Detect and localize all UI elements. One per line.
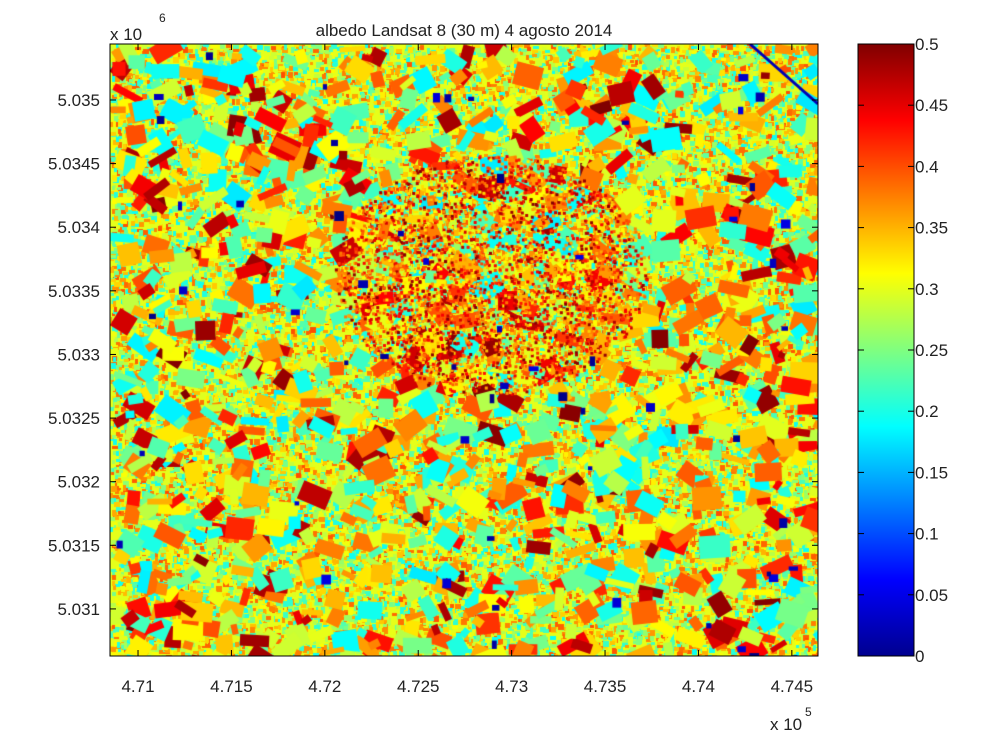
colorbar-tick-label: 0 [915,647,924,666]
x-tick-label: 4.74 [682,677,715,696]
x-tick-label: 4.715 [210,677,253,696]
colorbar-tick-label: 0.4 [915,157,939,176]
colorbar-tick-label: 0.3 [915,280,939,299]
y-tick-label: 5.033 [57,345,100,364]
y-tick-label: 5.0315 [48,536,100,555]
colorbar-gradient [857,43,915,657]
x-tick-label: 4.71 [121,677,154,696]
x-axis: 4.71 4.715 4.72 4.725 4.73 4.735 4.74 4.745 [121,44,813,696]
colorbar: 0 0.05 0.1 0.15 0.2 0.25 0.3 0.35 0.4 0.45 0.5 [857,35,948,666]
colorbar-tick-label: 0.05 [915,586,948,605]
y-tick-label: 5.034 [57,218,100,237]
y-axis: 5.031 5.0315 5.032 5.0325 5.033 5.0335 5.034 5.… [48,91,818,619]
x-multiplier-base: x 10 [770,715,802,734]
x-multiplier-exponent: 5 [805,705,812,719]
y-tick-label: 5.0335 [48,282,100,301]
y-tick-label: 5.0345 [48,155,100,174]
chart-title: albedo Landsat 8 (30 m) 4 agosto 2014 [316,21,613,40]
y-tick-label: 5.035 [57,91,100,110]
y-tick-label: 5.031 [57,600,100,619]
colorbar-tick-label: 0.45 [915,96,948,115]
x-axis-multiplier: x 10 5 [770,705,812,734]
y-multiplier-base: x 10 [110,25,142,44]
y-axis-multiplier: x 10 6 [110,11,166,44]
colorbar-tick-label: 0.1 [915,525,939,544]
x-tick-label: 4.72 [308,677,341,696]
colorbar-tick-label: 0.15 [915,463,948,482]
colorbar-tick-label: 0.2 [915,402,939,421]
albedo-raster [110,44,818,656]
y-tick-label: 5.032 [57,473,100,492]
colorbar-tick-label: 0.35 [915,219,948,238]
colorbar-tick-label: 0.5 [915,35,939,54]
x-tick-label: 4.735 [584,677,627,696]
colorbar-tick-label: 0.25 [915,341,948,360]
x-tick-label: 4.725 [397,677,440,696]
colorbar-ticks: 0 0.05 0.1 0.15 0.2 0.25 0.3 0.35 0.4 0.45 0.5 [858,35,948,666]
plot-frame [109,43,819,657]
x-tick-label: 4.73 [495,677,528,696]
albedo-map [110,44,818,656]
x-tick-label: 4.745 [771,677,814,696]
y-multiplier-exponent: 6 [159,11,166,25]
y-tick-label: 5.0325 [48,409,100,428]
